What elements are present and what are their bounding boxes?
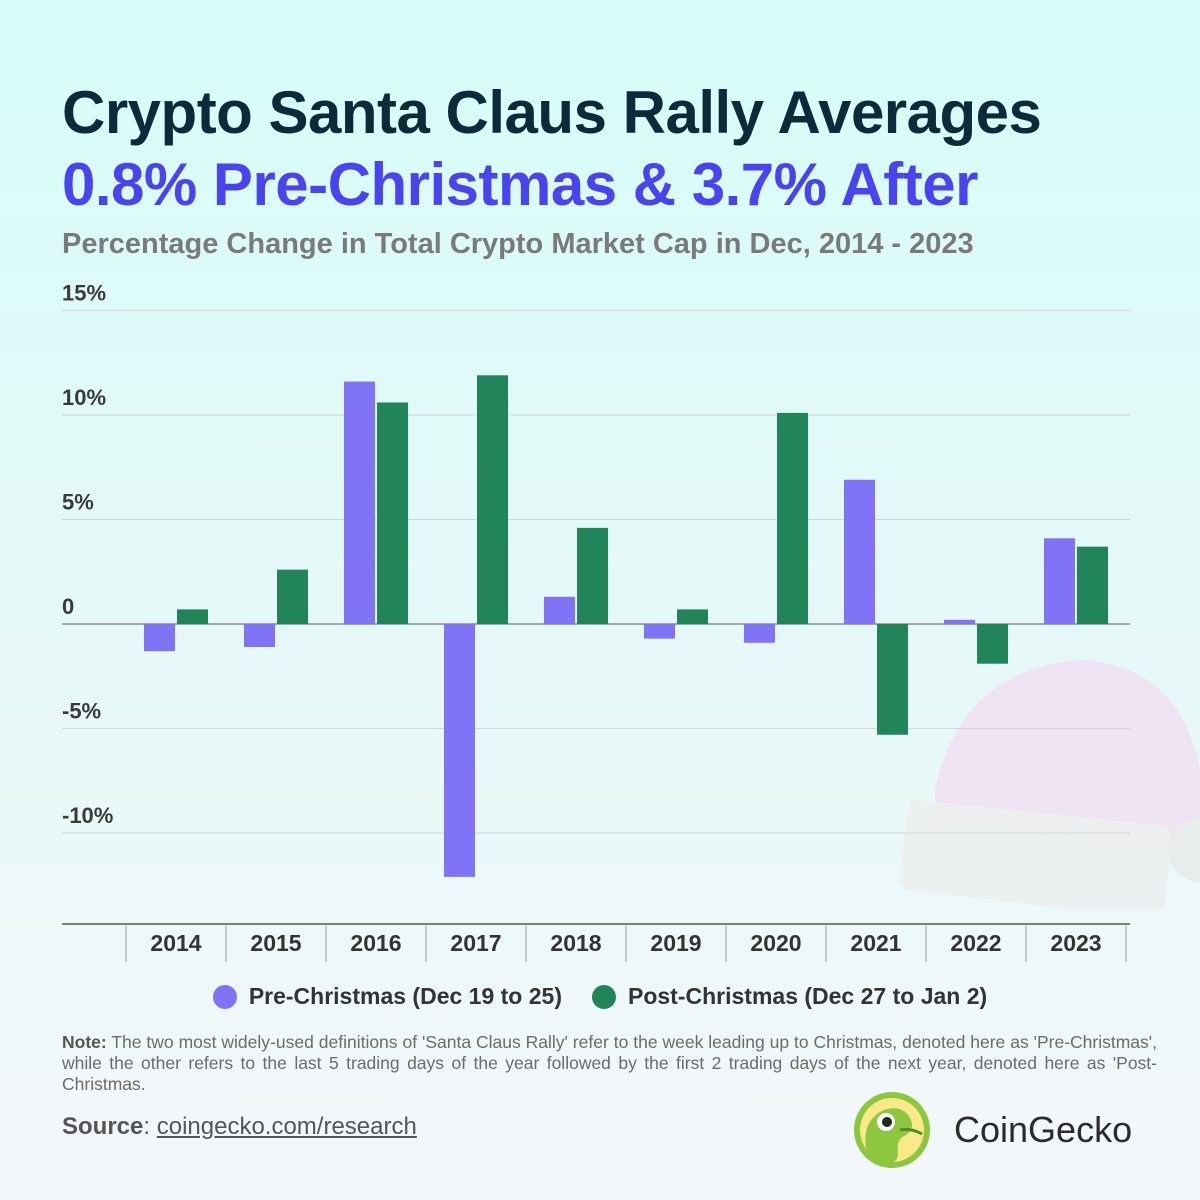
bar-post-christmas: [477, 375, 508, 624]
bar-post-christmas: [777, 412, 808, 624]
chart-title-highlight: 0.8% Pre-Christmas & 3.7% After: [62, 151, 978, 218]
legend-item-pre: Pre-Christmas (Dec 19 to 25): [212, 983, 562, 1010]
bar-pre-christmas: [444, 624, 475, 877]
x-tick-label: 2017: [450, 930, 501, 956]
legend-label-pre: Pre-Christmas (Dec 19 to 25): [248, 983, 562, 1009]
y-tick-label: 5%: [62, 490, 94, 515]
bar-post-christmas: [177, 609, 208, 624]
legend-item-post: Post-Christmas (Dec 27 to Jan 2): [592, 983, 987, 1010]
y-tick-label: -5%: [62, 699, 101, 724]
x-axis: 2014 2015 2016 2017 2018 2019 2020 2021 2022 2023: [62, 923, 1130, 962]
bar-pre-christmas: [1044, 538, 1075, 624]
bar-post-christmas: [577, 527, 608, 624]
x-tick-label: 2021: [850, 930, 901, 956]
x-tick-label: 2018: [550, 930, 601, 956]
bar-pre-christmas: [244, 624, 275, 647]
bar-post-christmas: [277, 569, 308, 624]
x-tick-label: 2022: [950, 930, 1001, 956]
note-text: The two most widely-used definitions of …: [62, 1032, 1157, 1094]
bar-pre-christmas: [944, 619, 975, 624]
coingecko-logo-icon: [854, 1092, 930, 1168]
legend-dot-post: [592, 984, 616, 1009]
bar-post-christmas: [1077, 546, 1108, 624]
y-tick-label: 10%: [62, 385, 106, 410]
bar-pre-christmas: [744, 624, 775, 643]
x-tick-label: 2016: [350, 930, 401, 956]
bar-pre-christmas: [144, 624, 175, 652]
bar-post-christmas: [877, 624, 908, 735]
bar-pre-christmas: [844, 479, 875, 624]
legend-dot-pre: [212, 984, 237, 1009]
y-tick-label: 15%: [62, 281, 106, 306]
bar-post-christmas: [377, 402, 408, 624]
x-tick-label: 2023: [1050, 930, 1101, 956]
source-link[interactable]: coingecko.com/research: [156, 1113, 417, 1140]
x-tick-label: 2015: [250, 930, 301, 956]
y-tick-label: 0: [62, 594, 74, 619]
legend-label-post: Post-Christmas (Dec 27 to Jan 2): [628, 983, 988, 1009]
footnote: Note: The two most widely-used definitio…: [62, 1032, 1157, 1095]
bar-pre-christmas: [644, 624, 675, 639]
x-tick-label: 2019: [650, 930, 701, 956]
note-label: Note:: [62, 1032, 107, 1052]
x-tick-label: 2014: [150, 930, 201, 956]
brand: CoinGecko: [852, 1090, 1132, 1170]
chart-subtitle: Percentage Change in Total Crypto Market…: [62, 228, 974, 260]
brand-name: CoinGecko: [954, 1109, 1133, 1150]
santa-hat-decoration: [899, 660, 1200, 910]
bar-pre-christmas: [544, 596, 575, 624]
source-label: Source: [62, 1113, 144, 1140]
bar-post-christmas: [977, 624, 1008, 664]
bar-pre-christmas: [344, 381, 375, 624]
legend: Pre-Christmas (Dec 19 to 25) Post-Christ…: [0, 983, 1200, 1010]
x-tick-label: 2020: [750, 930, 801, 956]
bar-chart: 15%10%5%0-5%-10% 2014 2015 2016 2017 2018 201…: [62, 281, 1130, 962]
y-tick-label: -10%: [62, 803, 113, 828]
chart-title: Crypto Santa Claus Rally Averages: [62, 79, 1042, 146]
source-line: Source: coingecko.com/research: [62, 1113, 417, 1140]
bars: [144, 375, 1108, 877]
bar-post-christmas: [677, 609, 708, 624]
